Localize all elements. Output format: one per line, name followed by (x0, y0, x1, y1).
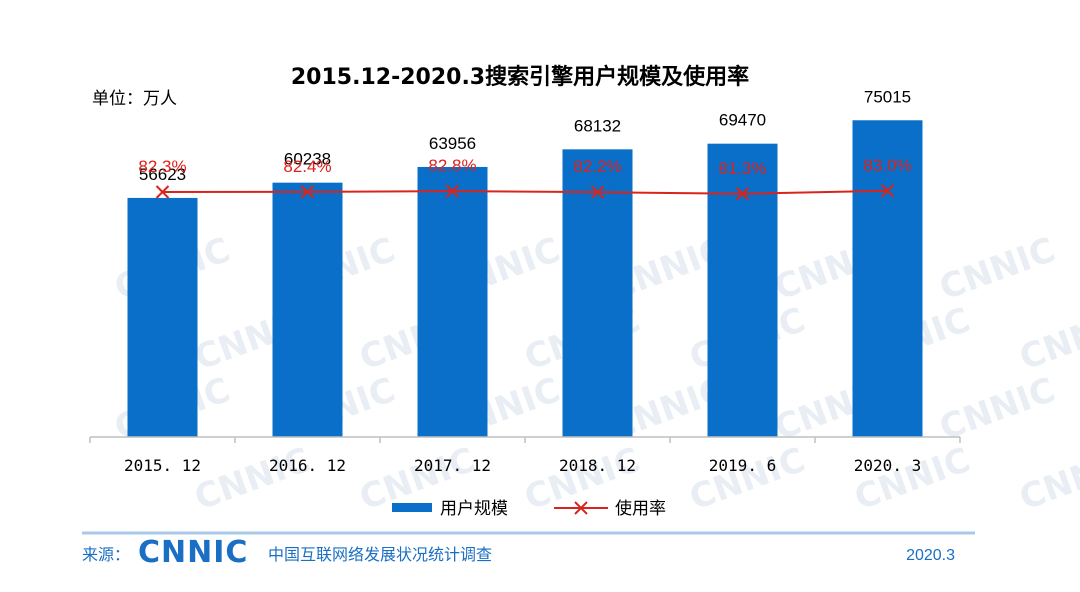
rate-marker (880, 184, 895, 198)
x-tick-label: 2017. 12 (414, 456, 491, 475)
x-tick-label: 2020. 3 (854, 456, 921, 475)
bar (707, 143, 778, 437)
rate-marker (735, 187, 750, 201)
rate-value-label: 83.0% (863, 156, 911, 175)
rate-marker (445, 184, 460, 198)
x-tick-label: 2018. 12 (559, 456, 636, 475)
watermark-text: CNNIC (934, 230, 1060, 308)
bar-value-label: 56623 (139, 165, 186, 184)
watermark-text: CNNIC (684, 440, 810, 518)
chart-title: 2015.12-2020.3搜索引擎用户规模及使用率 (291, 64, 749, 90)
bar (127, 197, 198, 437)
x-tick-label: 2019. 6 (709, 456, 776, 475)
bar (562, 149, 633, 438)
rate-value-label: 82.4% (283, 157, 331, 176)
legend-line-label: 使用率 (615, 498, 666, 519)
legend-line-marker (574, 501, 588, 515)
rate-marker (155, 185, 170, 199)
unit-label: 单位：万人 (92, 89, 177, 109)
bar (272, 182, 343, 437)
rate-value-label: 82.8% (428, 156, 476, 175)
x-tick-label: 2016. 12 (269, 456, 346, 475)
legend-bar-swatch (392, 503, 432, 512)
rate-value-label: 81.3% (718, 159, 766, 178)
rate-marker (300, 185, 315, 199)
bar-value-label: 63956 (429, 134, 476, 153)
rate-value-label: 82.2% (573, 157, 621, 176)
x-axis-ticks (89, 437, 961, 443)
bar (417, 166, 488, 437)
bar-value-label: 60238 (284, 150, 331, 169)
cnnic-logo: CNNIC (138, 535, 248, 570)
rate-value-labels: 82.3% 82.4% 82.8% 82.2% 81.3% 83.0% (138, 156, 911, 178)
watermark-text: CNNIC (1014, 440, 1080, 518)
legend: 用户规模 使用率 (392, 498, 666, 519)
bar-value-label: 68132 (574, 116, 621, 135)
rate-line-series (155, 184, 895, 201)
bar-value-label: 75015 (864, 87, 911, 106)
watermark-text: CNNIC (849, 440, 975, 518)
bar-value-label: 69470 (719, 111, 766, 130)
footer-source-label: 来源： (82, 545, 130, 564)
footer: 来源： CNNIC 中国互联网络发展状况统计调查 2020.3 (82, 535, 955, 570)
x-axis-tick-labels: 2015. 12 2016. 12 2017. 12 2018. 12 2019. 6 2… (124, 456, 921, 475)
watermark-text: CNNIC (189, 440, 315, 518)
footer-date: 2020.3 (906, 547, 955, 564)
x-tick-label: 2015. 12 (124, 456, 201, 475)
watermark-text: CNNIC (1014, 300, 1080, 378)
rate-value-label: 82.3% (138, 157, 186, 176)
rate-line (162, 189, 888, 195)
footer-source-text: 中国互联网络发展状况统计调查 (268, 545, 492, 564)
bar-value-labels: 56623 60238 63956 68132 69470 75015 (139, 87, 911, 184)
legend-bar-label: 用户规模 (440, 499, 508, 519)
bar (852, 120, 923, 438)
rate-marker (590, 185, 605, 199)
